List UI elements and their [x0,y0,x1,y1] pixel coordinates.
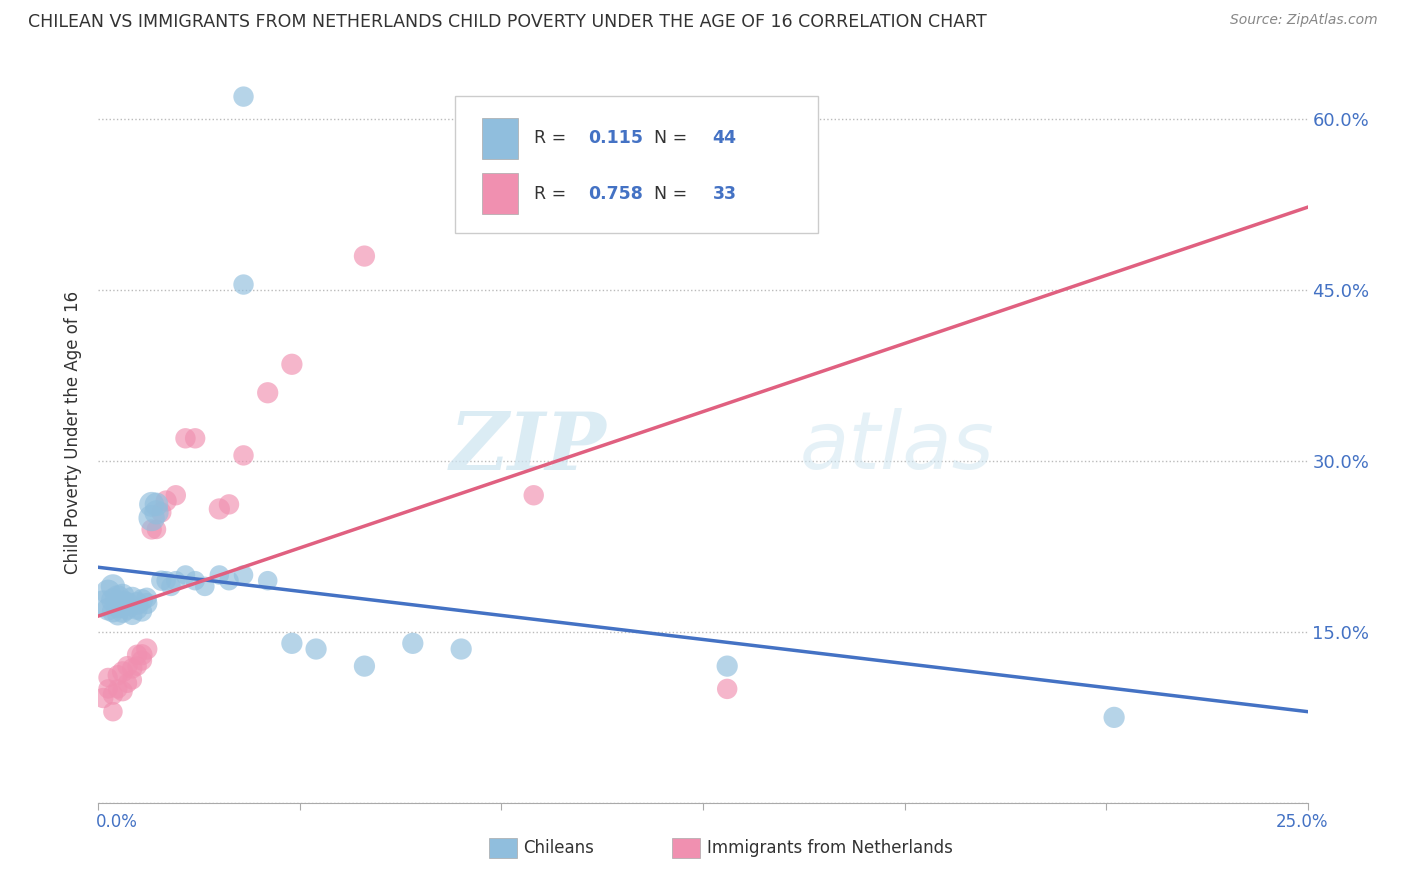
Point [150,505,173,519]
Point [97,671,120,685]
Text: R =: R = [534,185,571,202]
Point [256,574,278,588]
Text: 25.0%: 25.0% [1277,814,1329,831]
Point [353,659,375,673]
Point [127,659,149,673]
Point [1102,710,1125,724]
Point [194,579,217,593]
Point [107,681,129,696]
Point [155,494,177,508]
Point [121,607,143,622]
Point [184,574,207,588]
Point [208,502,231,516]
Point [91,597,114,611]
Point [107,599,129,614]
Point [155,574,177,588]
Point [121,673,143,687]
Point [232,568,254,582]
Point [145,523,167,537]
Point [218,574,240,588]
Text: Immigrants from Netherlands: Immigrants from Netherlands [707,839,953,857]
Point [97,602,120,616]
FancyBboxPatch shape [456,95,818,233]
Text: 0.0%: 0.0% [96,814,138,831]
Point [131,653,153,667]
Point [523,488,546,502]
Point [256,385,278,400]
Point [281,357,304,371]
Point [145,497,167,511]
Point [232,277,254,292]
Point [117,676,139,690]
Point [91,691,114,706]
Text: Chileans: Chileans [523,839,593,857]
Point [97,585,120,599]
Point [101,604,124,618]
Point [281,636,304,650]
Point [141,511,163,525]
Point [174,568,197,582]
Point [716,659,738,673]
Y-axis label: Child Poverty Under the Age of 16: Child Poverty Under the Age of 16 [65,291,83,574]
Point [150,574,173,588]
Point [232,89,254,103]
FancyBboxPatch shape [482,173,517,214]
Point [101,705,124,719]
Point [111,589,134,603]
Point [101,688,124,702]
Point [127,648,149,662]
Point [111,604,134,618]
Point [121,591,143,605]
Point [107,591,129,605]
Point [141,523,163,537]
Point [131,593,153,607]
Text: CHILEAN VS IMMIGRANTS FROM NETHERLANDS CHILD POVERTY UNDER THE AGE OF 16 CORRELA: CHILEAN VS IMMIGRANTS FROM NETHERLANDS C… [28,13,987,31]
Point [208,568,231,582]
Point [402,636,425,650]
Point [450,642,472,657]
Text: R =: R = [534,129,571,147]
Point [127,602,149,616]
Point [135,591,157,605]
Text: 0.758: 0.758 [588,185,643,202]
Point [141,497,163,511]
Point [135,597,157,611]
Point [135,642,157,657]
Point [97,681,120,696]
Text: 44: 44 [713,129,737,147]
Point [165,574,187,588]
Point [131,604,153,618]
Point [107,668,129,682]
Point [165,488,187,502]
Point [232,449,254,463]
Text: N =: N = [643,185,692,202]
Text: atlas: atlas [800,409,994,486]
Point [218,497,240,511]
Point [160,579,183,593]
Point [117,602,139,616]
Point [101,593,124,607]
Point [145,505,167,519]
Text: Source: ZipAtlas.com: Source: ZipAtlas.com [1230,13,1378,28]
Point [117,597,139,611]
Point [184,431,207,445]
Text: ZIP: ZIP [450,409,606,486]
Point [117,659,139,673]
Point [121,661,143,675]
Point [127,597,149,611]
Text: 0.115: 0.115 [588,129,643,147]
Point [353,249,375,263]
Point [131,648,153,662]
Point [107,607,129,622]
Point [716,681,738,696]
Point [305,642,328,657]
Point [174,431,197,445]
Point [111,665,134,679]
Point [101,579,124,593]
Point [111,684,134,698]
FancyBboxPatch shape [482,118,517,159]
Point [111,597,134,611]
Text: 33: 33 [713,185,737,202]
Text: N =: N = [643,129,692,147]
